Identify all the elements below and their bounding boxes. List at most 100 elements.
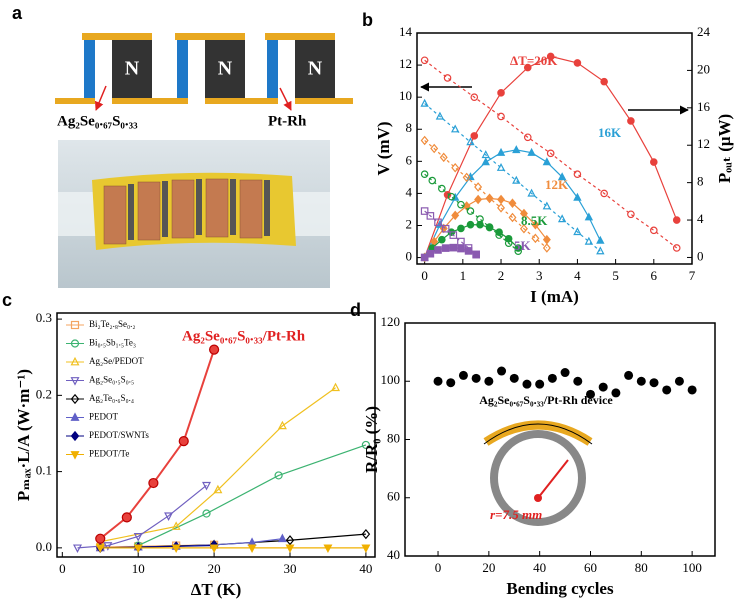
marker: [573, 170, 582, 178]
marker: [285, 535, 295, 546]
marker: [449, 231, 458, 239]
marker: [438, 184, 446, 193]
radius-label: r=7.5 mm: [490, 507, 542, 522]
x-axis-label: I (mA): [530, 287, 579, 306]
marker: [70, 356, 80, 366]
point: [674, 376, 684, 386]
marker: [323, 544, 333, 553]
marker: [434, 246, 442, 254]
marker: [514, 244, 523, 252]
marker: [438, 235, 446, 244]
y-tick-label: 8: [406, 120, 413, 135]
point: [446, 378, 456, 388]
voltage-line: [424, 210, 477, 255]
marker: [361, 440, 370, 450]
x-axis-label: ΔT (K): [191, 580, 242, 599]
block-label: N: [308, 58, 323, 80]
marker: [527, 188, 536, 197]
marker: [474, 182, 483, 192]
marker: [178, 436, 189, 447]
marker: [627, 117, 635, 125]
x-tick-label: 10: [132, 561, 145, 576]
y-tick-label: 0.2: [36, 386, 52, 401]
annotation: Ag₂Se₀.₆₇S₀.₃₃/Pt-Rh: [182, 328, 306, 344]
marker: [466, 220, 475, 229]
x-tick-label: 30: [283, 561, 296, 576]
marker: [420, 170, 429, 178]
x-tick-label: 40: [533, 560, 546, 575]
marker: [70, 430, 80, 442]
legend-label: PEDOT: [89, 412, 119, 422]
marker: [133, 544, 143, 553]
point: [509, 373, 519, 383]
point: [535, 379, 545, 389]
x-tick-label: 60: [584, 560, 597, 575]
x-tick-label: 100: [682, 560, 702, 575]
point: [636, 376, 646, 386]
voltage-line: [424, 173, 519, 252]
marker: [420, 56, 429, 65]
marker: [600, 189, 608, 198]
y2-tick-label: 12: [697, 136, 710, 151]
legend-label: Ag₂Te₀.₆S₀.₄: [89, 393, 134, 403]
y-tick-label: 0.3: [36, 310, 52, 325]
point: [484, 376, 494, 386]
series-label: ΔT=20K: [510, 53, 558, 68]
legend-label: PEDOT/Te: [89, 449, 129, 459]
device-label: Ag₂Se₀.₆₇S₀.₃₃/Pt-Rh device: [479, 393, 613, 407]
y-tick-label: 4: [406, 184, 413, 199]
series-line: [137, 444, 367, 547]
marker: [133, 533, 143, 542]
marker: [573, 227, 582, 236]
marker: [457, 244, 465, 253]
marker: [596, 246, 605, 255]
panel-label: d: [350, 300, 361, 320]
marker: [449, 243, 458, 252]
marker: [171, 521, 181, 530]
marker: [443, 190, 452, 199]
marker: [331, 382, 341, 392]
y-tick-label: 40: [387, 547, 400, 562]
legend-label: Ag₂Se₀.₅S₀.₅: [89, 375, 134, 385]
marker: [361, 528, 371, 540]
marker: [466, 207, 475, 215]
marker: [508, 198, 517, 208]
marker: [451, 210, 460, 221]
marker: [542, 201, 552, 210]
marker: [573, 59, 582, 67]
marker: [70, 451, 80, 460]
point: [547, 373, 557, 383]
marker: [573, 192, 582, 201]
y-tick-label: 0.1: [36, 463, 52, 478]
marker: [508, 212, 517, 223]
marker: [95, 533, 106, 544]
marker: [531, 233, 540, 244]
marker: [209, 344, 220, 355]
point: [497, 366, 507, 376]
marker: [519, 223, 528, 234]
marker: [451, 162, 460, 173]
y2-tick-label: 20: [697, 61, 710, 76]
marker: [202, 509, 211, 518]
voltage-line: [424, 59, 678, 249]
x-tick-label: 4: [574, 268, 581, 283]
marker: [497, 89, 505, 97]
series-label: 5K: [514, 238, 532, 253]
marker: [457, 237, 465, 246]
y2-tick-label: 24: [697, 24, 711, 39]
point: [585, 389, 595, 399]
x-tick-label: 0: [421, 268, 428, 283]
marker: [439, 152, 448, 163]
marker: [650, 158, 658, 166]
x-axis-label: Bending cycles: [506, 579, 614, 598]
voltage-line: [424, 140, 548, 249]
x-tick-label: 0: [435, 560, 442, 575]
panel-label: b: [362, 10, 373, 30]
marker: [213, 484, 223, 494]
legend-label: PEDOT/SWNTs: [89, 430, 149, 440]
y-tick-label: 120: [381, 314, 401, 329]
x-tick-label: 1: [460, 268, 467, 283]
y-tick-label: 0.0: [36, 539, 52, 554]
y-axis-label: V (mV): [374, 122, 393, 176]
